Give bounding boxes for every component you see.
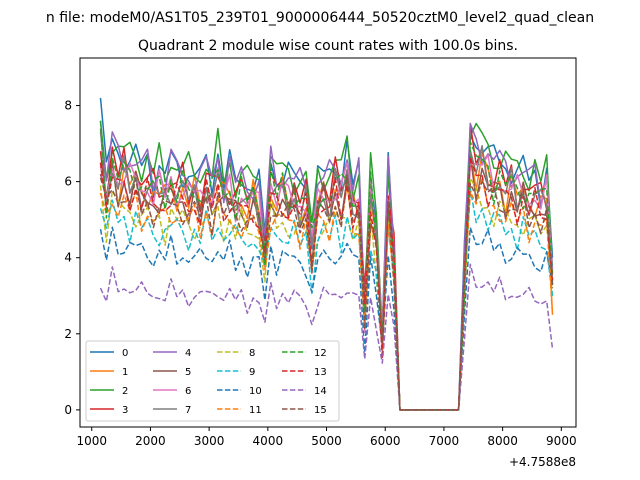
x-tick-label: 9000: [546, 434, 577, 448]
series-line-15: [99, 174, 554, 411]
x-offset-label: +4.7588e8: [509, 455, 576, 469]
series-line-10: [99, 226, 554, 411]
series-line-13: [99, 156, 554, 411]
series-line-0: [99, 97, 554, 411]
x-tick-label: 1000: [76, 434, 107, 448]
y-tick-label: 6: [64, 175, 72, 189]
x-tick-label: 6000: [370, 434, 401, 448]
series-line-7: [99, 128, 554, 411]
y-tick-label: 4: [64, 251, 72, 265]
legend-label-1: 1: [122, 367, 128, 378]
legend-frame: [85, 340, 340, 422]
x-tick-label: 8000: [487, 434, 518, 448]
legend-label-0: 0: [122, 348, 128, 359]
legend-label-6: 6: [185, 386, 191, 397]
legend-label-10: 10: [249, 386, 262, 397]
y-tick-label: 0: [64, 403, 72, 417]
series-line-14: [99, 263, 554, 411]
legend-label-8: 8: [249, 348, 255, 359]
legend-label-12: 12: [314, 348, 327, 359]
legend-label-9: 9: [249, 367, 255, 378]
legend-label-14: 14: [314, 386, 327, 397]
figure-suptitle: n file: modeM0/AS1T05_239T01_9000006444_…: [46, 10, 594, 26]
legend-label-5: 5: [185, 367, 191, 378]
chart-title: Quadrant 2 module wise count rates with …: [138, 38, 518, 54]
legend-label-15: 15: [314, 405, 327, 416]
plot-area-frame: [79, 57, 577, 428]
x-tick-label: 2000: [135, 434, 166, 448]
series-layer: [99, 97, 554, 411]
y-tick-label: 2: [64, 327, 72, 341]
legend-label-7: 7: [185, 405, 191, 416]
legend-label-11: 11: [249, 405, 262, 416]
x-axis-ticks: 1000 2000 3000 4000 5000 6000 7000 8000 9000: [76, 427, 577, 448]
legend-label-13: 13: [314, 367, 327, 378]
x-tick-label: 3000: [194, 434, 225, 448]
x-tick-label: 7000: [429, 434, 460, 448]
x-tick-label: 4000: [253, 434, 284, 448]
legend-label-4: 4: [185, 348, 191, 359]
series-line-11: [99, 176, 554, 411]
legend-label-2: 2: [122, 386, 128, 397]
y-axis-ticks: 0 2 4 6 8: [64, 99, 80, 417]
legend-label-3: 3: [122, 405, 128, 416]
series-line-8: [99, 177, 554, 411]
x-tick-label: 5000: [311, 434, 342, 448]
y-tick-label: 8: [64, 99, 72, 113]
series-line-12: [99, 120, 554, 411]
series-line-9: [99, 187, 554, 411]
